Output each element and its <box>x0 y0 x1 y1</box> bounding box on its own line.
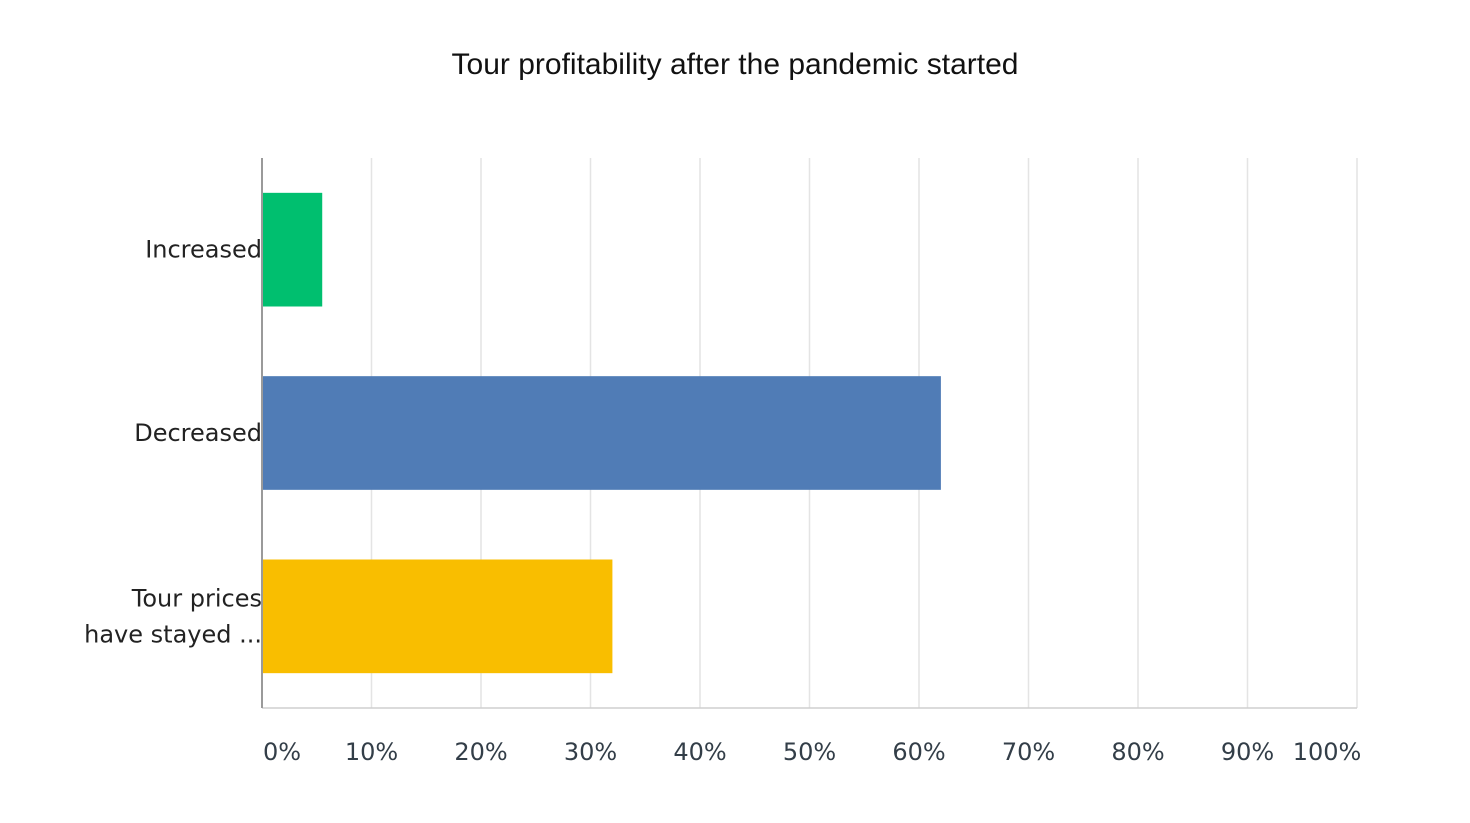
bars <box>262 192 941 674</box>
x-tick-label: 10% <box>345 738 398 766</box>
x-tick-label: 30% <box>564 738 617 766</box>
category-label: Tour prices <box>131 584 262 612</box>
category-label: have stayed ... <box>84 620 262 648</box>
x-tick-label: 20% <box>454 738 507 766</box>
category-label: Increased <box>145 236 262 264</box>
bar-tour-prices-have-stayed <box>262 559 613 674</box>
x-tick-label: 0% <box>263 738 301 766</box>
x-tick-label: 100% <box>1293 738 1362 766</box>
axes <box>261 158 1357 709</box>
x-tick-label: 60% <box>892 738 945 766</box>
bar-increased <box>262 192 323 307</box>
chart-title: Tour profitability after the pandemic st… <box>451 48 1019 81</box>
labels: 0% 10% 20% 30% 40% 50% 60% 70% 80% 90% 100% Increas… <box>84 236 1361 766</box>
x-tick-label: 70% <box>1002 738 1055 766</box>
category-label: Decreased <box>134 419 262 447</box>
bar-decreased <box>262 376 941 490</box>
x-tick-label: 40% <box>673 738 726 766</box>
x-tick-label: 90% <box>1221 738 1274 766</box>
x-tick-label: 80% <box>1111 738 1164 766</box>
x-tick-label: 50% <box>783 738 836 766</box>
